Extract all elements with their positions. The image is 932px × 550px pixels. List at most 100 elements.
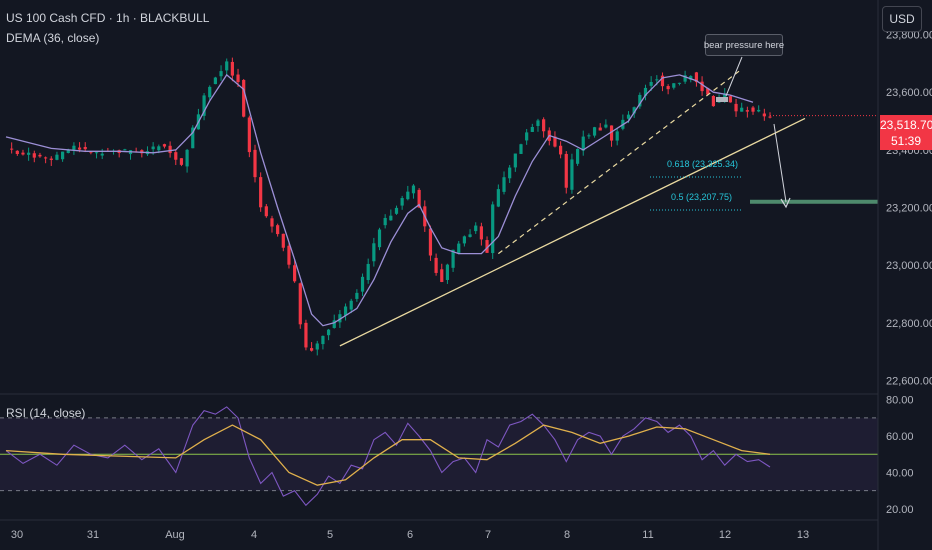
candle[interactable] bbox=[411, 184, 416, 199]
candle[interactable] bbox=[349, 298, 353, 314]
candle[interactable] bbox=[485, 236, 489, 254]
candle[interactable] bbox=[728, 94, 732, 103]
candle[interactable] bbox=[496, 184, 500, 208]
candle[interactable] bbox=[253, 144, 257, 183]
candle[interactable] bbox=[326, 328, 331, 341]
candle[interactable] bbox=[542, 117, 546, 138]
rsi-pane[interactable] bbox=[0, 406, 878, 507]
candle[interactable] bbox=[508, 164, 512, 184]
dashed-trendline[interactable] bbox=[497, 68, 743, 255]
candle[interactable] bbox=[219, 65, 223, 81]
candle[interactable] bbox=[230, 57, 234, 82]
candle[interactable] bbox=[575, 148, 580, 166]
candle[interactable] bbox=[27, 147, 31, 161]
candle[interactable] bbox=[745, 106, 749, 118]
candle[interactable] bbox=[394, 205, 399, 215]
price-pane[interactable] bbox=[5, 56, 878, 356]
target-level-line[interactable] bbox=[750, 199, 878, 204]
candle[interactable] bbox=[570, 153, 574, 194]
candle[interactable] bbox=[321, 335, 325, 350]
candle[interactable] bbox=[615, 127, 619, 146]
candle[interactable] bbox=[604, 119, 608, 129]
candle[interactable] bbox=[462, 235, 466, 247]
candle[interactable] bbox=[383, 214, 387, 229]
candle[interactable] bbox=[310, 342, 314, 352]
projection-arrow-line[interactable] bbox=[773, 123, 787, 203]
candle[interactable] bbox=[162, 143, 167, 149]
dema-line[interactable] bbox=[5, 73, 754, 327]
rsi-indicator-label[interactable]: RSI (14, close) bbox=[6, 406, 86, 420]
candle[interactable] bbox=[315, 340, 319, 356]
support-trendline[interactable] bbox=[339, 117, 806, 347]
candle[interactable] bbox=[332, 314, 336, 329]
candle[interactable] bbox=[666, 84, 670, 95]
candle[interactable] bbox=[451, 249, 455, 272]
candle[interactable] bbox=[32, 150, 36, 163]
candle[interactable] bbox=[440, 263, 444, 283]
candle[interactable] bbox=[343, 303, 348, 321]
candle[interactable] bbox=[225, 58, 229, 76]
candle[interactable] bbox=[83, 142, 87, 153]
candle[interactable] bbox=[559, 141, 563, 159]
candle[interactable] bbox=[281, 233, 285, 252]
rsi-line[interactable] bbox=[5, 406, 771, 507]
annotation-callout[interactable]: bear pressure here bbox=[704, 34, 784, 56]
candle[interactable] bbox=[762, 108, 766, 121]
candle[interactable] bbox=[247, 115, 251, 158]
candle[interactable] bbox=[434, 253, 438, 276]
candle[interactable] bbox=[72, 142, 76, 155]
candle[interactable] bbox=[140, 149, 144, 158]
candle[interactable] bbox=[38, 152, 42, 158]
dema-indicator-label[interactable]: DEMA (36, close) bbox=[6, 31, 100, 45]
candle[interactable] bbox=[185, 148, 189, 173]
candle[interactable] bbox=[377, 227, 382, 251]
candle[interactable] bbox=[293, 259, 297, 283]
candle[interactable] bbox=[525, 129, 529, 145]
candle[interactable] bbox=[581, 130, 585, 156]
candle[interactable] bbox=[700, 76, 704, 96]
candle[interactable] bbox=[587, 133, 591, 139]
candle[interactable] bbox=[270, 215, 274, 233]
candle[interactable] bbox=[242, 78, 246, 118]
candle[interactable] bbox=[643, 84, 648, 101]
candle[interactable] bbox=[536, 118, 540, 132]
candle[interactable] bbox=[389, 209, 393, 221]
candle[interactable] bbox=[49, 156, 53, 166]
candle[interactable] bbox=[10, 142, 14, 154]
candle[interactable] bbox=[564, 151, 568, 194]
candle[interactable] bbox=[621, 114, 625, 131]
currency-button[interactable]: USD bbox=[882, 6, 922, 32]
candle[interactable] bbox=[592, 126, 597, 138]
candle[interactable] bbox=[168, 141, 172, 158]
candle[interactable] bbox=[360, 273, 365, 297]
candle[interactable] bbox=[502, 171, 506, 195]
candle[interactable] bbox=[660, 72, 665, 92]
candle[interactable] bbox=[428, 225, 433, 261]
candle[interactable] bbox=[400, 195, 404, 210]
candle[interactable] bbox=[474, 222, 478, 234]
candle[interactable] bbox=[174, 149, 178, 166]
candle[interactable] bbox=[94, 151, 99, 159]
candle[interactable] bbox=[694, 71, 699, 87]
candle[interactable] bbox=[179, 158, 184, 167]
candle[interactable] bbox=[468, 229, 472, 238]
candle[interactable] bbox=[366, 258, 370, 284]
candle[interactable] bbox=[609, 125, 614, 147]
candle[interactable] bbox=[21, 149, 25, 156]
candle[interactable] bbox=[598, 123, 602, 131]
candle[interactable] bbox=[259, 172, 263, 212]
candle[interactable] bbox=[519, 143, 523, 155]
candle[interactable] bbox=[513, 153, 517, 172]
candle[interactable] bbox=[355, 289, 359, 302]
candle[interactable] bbox=[757, 105, 761, 113]
candle[interactable] bbox=[406, 185, 410, 201]
candle[interactable] bbox=[304, 319, 308, 351]
rsi-ma-line[interactable] bbox=[5, 424, 771, 486]
candle[interactable] bbox=[298, 282, 302, 329]
candle[interactable] bbox=[100, 148, 104, 160]
candle[interactable] bbox=[202, 93, 206, 121]
candle[interactable] bbox=[213, 76, 217, 85]
candle[interactable] bbox=[60, 151, 65, 162]
candle[interactable] bbox=[672, 83, 676, 90]
